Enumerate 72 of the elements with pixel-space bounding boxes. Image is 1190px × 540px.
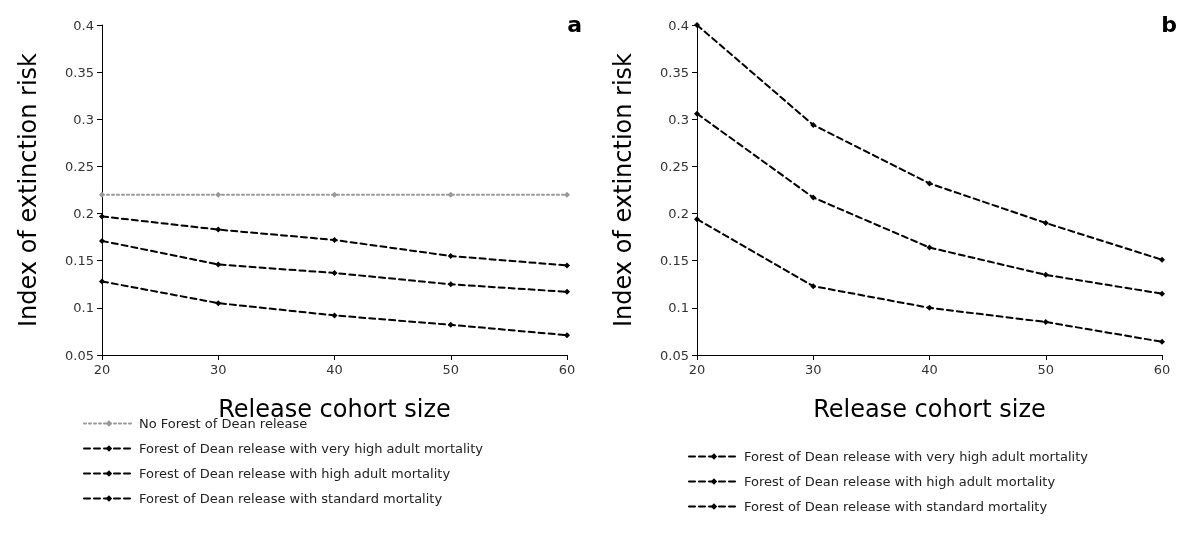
point (99, 213, 105, 220)
x-tick-label: 40 (921, 362, 938, 377)
point (564, 332, 570, 339)
point (926, 304, 933, 311)
chart-title: b (1161, 11, 1177, 37)
y-tick-label: 0.25 (660, 158, 689, 174)
y-tick-label: 0.4 (73, 17, 94, 33)
point (564, 191, 570, 198)
y-tick-label: 0.1 (668, 300, 689, 316)
point (810, 283, 817, 290)
x-tick-label: 20 (93, 362, 111, 377)
point (926, 180, 933, 187)
x-tick-label: 20 (688, 362, 706, 377)
point (810, 194, 817, 201)
y-tick-label: 0.35 (660, 64, 689, 80)
point (447, 191, 454, 198)
point (215, 191, 222, 198)
legend-label: Forest of Dean release with high adult mortality (744, 474, 1056, 489)
y-tick-label: 0.3 (73, 111, 94, 127)
point (215, 300, 222, 307)
point (99, 191, 105, 198)
legend-label: No Forest of Dean release (139, 416, 308, 431)
legend-label: Forest of Dean release with high adult mortality (139, 466, 451, 481)
x-axis-title: Release cohort size (813, 395, 1046, 423)
point (1042, 319, 1049, 325)
point (447, 321, 454, 328)
x-tick-label: 40 (326, 362, 343, 377)
y-tick-label: 0.3 (668, 111, 689, 127)
x-tick-label: 30 (804, 362, 822, 377)
point (331, 236, 338, 243)
legend-label: Forest of Dean release with standard mortality (744, 499, 1048, 514)
point (215, 226, 222, 233)
y-tick-label: 0.35 (65, 64, 94, 80)
point (926, 244, 933, 251)
point (447, 253, 454, 259)
point (1159, 256, 1165, 263)
x-tick-label: 50 (1037, 362, 1055, 377)
x-tick-label: 60 (1153, 362, 1171, 377)
x-tick-label: 50 (442, 362, 460, 377)
point (447, 281, 454, 288)
chart-title: a (567, 11, 583, 37)
point (1159, 290, 1165, 297)
y-tick-label: 0.05 (660, 347, 689, 363)
legend-label: Forest of Dean release with standard mortality (139, 491, 443, 506)
y-tick-label: 0.2 (73, 206, 94, 222)
point (810, 121, 817, 128)
y-tick-label: 0.4 (668, 17, 689, 33)
y-axis-title: Index of extinction risk (14, 52, 42, 328)
point (1042, 220, 1049, 226)
point (331, 191, 338, 198)
point (331, 269, 338, 276)
y-tick-label: 0.25 (65, 158, 94, 174)
point (215, 261, 222, 268)
legend-label: Forest of Dean release with very high adult mortality (744, 449, 1089, 464)
point (564, 262, 570, 269)
legend-label: Forest of Dean release with very high adult mortality (139, 441, 484, 456)
y-tick-label: 0.2 (668, 206, 689, 222)
y-tick-label: 0.1 (73, 300, 94, 316)
point (331, 312, 338, 319)
point (1042, 271, 1049, 278)
y-tick-label: 0.15 (65, 253, 94, 269)
point (99, 237, 105, 244)
y-axis-title: Index of extinction risk (609, 52, 637, 328)
point (1159, 338, 1165, 345)
y-tick-label: 0.05 (65, 347, 94, 363)
point (99, 278, 105, 285)
x-tick-label: 30 (209, 362, 227, 377)
x-tick-label: 60 (558, 362, 576, 377)
point (564, 288, 570, 295)
y-tick-label: 0.15 (660, 253, 689, 269)
point (694, 110, 700, 117)
point (694, 216, 700, 223)
